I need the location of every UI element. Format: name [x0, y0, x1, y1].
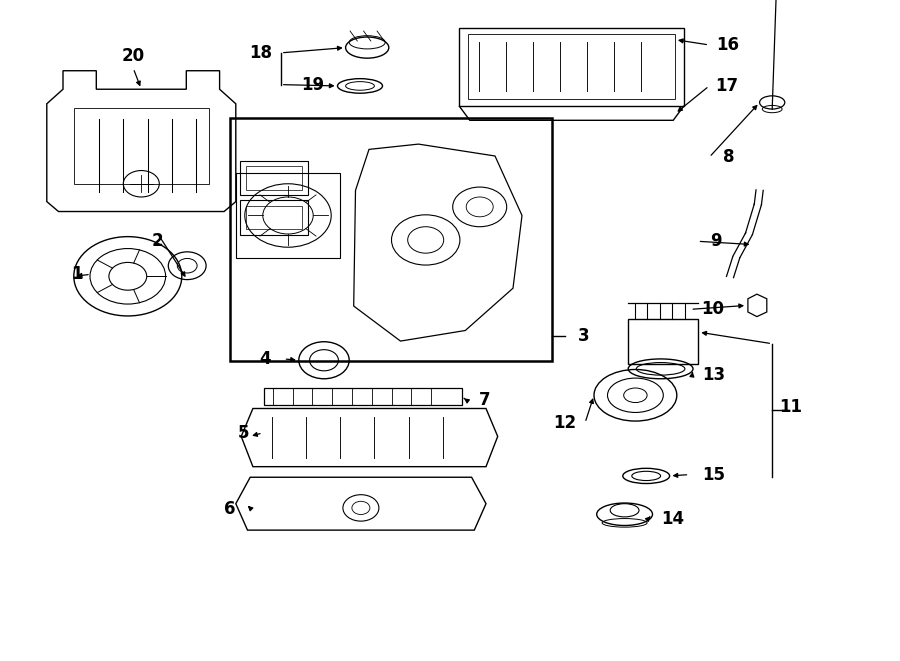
Text: 6: 6: [224, 500, 235, 518]
Text: 2: 2: [152, 232, 163, 251]
Bar: [264, 388, 462, 405]
Bar: [246, 206, 302, 229]
Text: 19: 19: [301, 75, 324, 94]
Bar: [628, 319, 698, 364]
Text: 4: 4: [260, 350, 271, 368]
Text: 11: 11: [778, 397, 802, 416]
Text: 9: 9: [710, 232, 721, 251]
Bar: [236, 173, 340, 258]
Bar: [459, 28, 684, 106]
Bar: [468, 34, 675, 99]
Bar: [240, 161, 308, 195]
Text: 3: 3: [578, 327, 589, 345]
Bar: [230, 118, 552, 361]
Text: 14: 14: [661, 510, 684, 528]
Bar: [246, 166, 302, 190]
Text: 20: 20: [122, 47, 145, 65]
Text: 15: 15: [702, 465, 725, 484]
Bar: [240, 200, 308, 235]
Text: 18: 18: [249, 44, 273, 62]
Text: 16: 16: [716, 36, 739, 54]
Text: 17: 17: [716, 77, 739, 95]
Text: 13: 13: [702, 366, 725, 385]
Text: 1: 1: [71, 265, 82, 284]
Text: 5: 5: [238, 424, 248, 442]
Text: 10: 10: [701, 300, 724, 319]
Text: 12: 12: [554, 414, 577, 432]
Text: 8: 8: [724, 148, 734, 167]
Text: 7: 7: [479, 391, 490, 409]
Bar: [74, 108, 209, 184]
